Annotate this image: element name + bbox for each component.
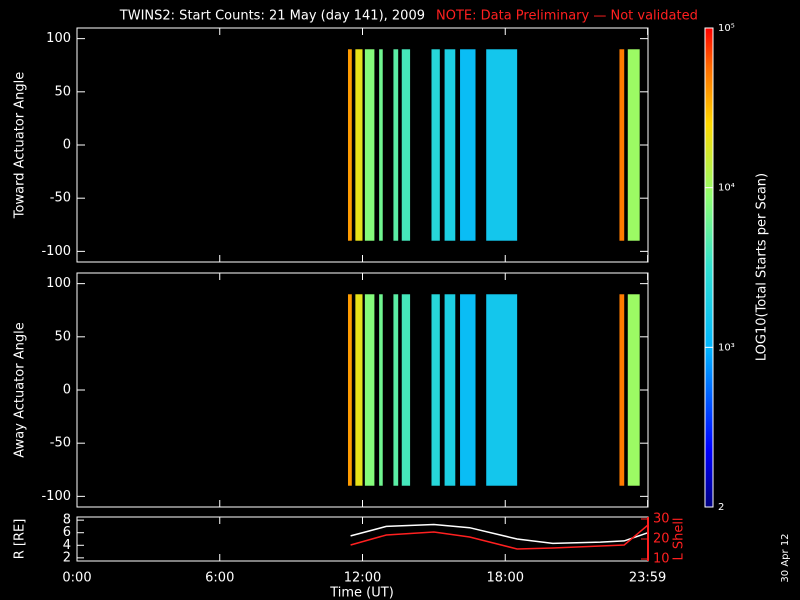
date-stamp: 30 Apr 12 [780,533,791,582]
stripe [627,49,640,241]
stripe [460,294,476,486]
y-tick-label: -100 [41,489,71,504]
x-tick-label: 0:00 [62,571,91,586]
stripe [393,294,399,486]
y-tick-label: 4 [63,538,71,553]
line-series [350,524,649,550]
chart-title: TWINS2: Start Counts: 21 May (day 141), … [119,9,425,24]
stripe [379,49,383,241]
y2-tick-label: 10 [653,552,670,567]
stripe [393,49,399,241]
stripe [364,49,375,241]
y-tick-label: 0 [63,138,71,153]
colorbar [704,27,714,508]
y2-axis-label: L Shell [672,517,687,560]
colorbar-tick-label: 10³ [718,342,735,353]
y-tick-label: 100 [46,276,71,291]
y-tick-label: 50 [54,84,71,99]
stripe [431,49,440,241]
stripe [627,294,640,486]
stripe [486,49,518,241]
stripe [355,294,363,486]
stripe [619,294,625,486]
y-tick-label: 50 [54,329,71,344]
line-series [350,523,649,545]
stripe [355,49,363,241]
stripe [401,49,411,241]
stripe [460,49,476,241]
x-axis-label: Time (UT) [329,586,394,600]
y-tick-label: 0 [63,383,71,398]
y-tick-label: 8 [63,513,71,528]
colorbar-tick-label: 10⁴ [718,183,735,194]
chart-note: NOTE: Data Preliminary — Not validated [436,9,698,24]
y-axis-label: R [RE] [13,519,28,560]
y-tick-label: 100 [46,31,71,46]
stripe [619,49,625,241]
y-tick-label: 6 [63,525,71,540]
y-tick-label: 2 [63,550,71,565]
stripe [486,294,518,486]
y-axis-label: Toward Actuator Angle [13,72,28,219]
x-tick-label: 12:00 [344,571,381,586]
x-tick-label: 6:00 [205,571,234,586]
stripe [444,49,456,241]
plot-frame [76,27,649,263]
colorbar-tick-label: 2 [718,502,724,513]
y-tick-label: -50 [50,436,71,451]
y-axis-label: Away Actuator Angle [13,322,28,457]
stripe [347,49,352,241]
y-tick-label: -100 [41,244,71,259]
stripe [347,294,352,486]
stripe [444,294,456,486]
colorbar-label: LOG10(Total Starts per Scan) [755,173,770,361]
x-tick-label: 23:59 [629,571,666,586]
stripe [401,294,411,486]
x-tick-label: 18:00 [487,571,524,586]
plot-frame [76,272,649,508]
stripe [379,294,383,486]
y-tick-label: -50 [50,191,71,206]
colorbar-tick-label: 10⁵ [718,23,735,34]
y2-tick-label: 30 [653,512,670,527]
y2-tick-label: 20 [653,532,670,547]
stripe [364,294,375,486]
stripe [431,294,440,486]
